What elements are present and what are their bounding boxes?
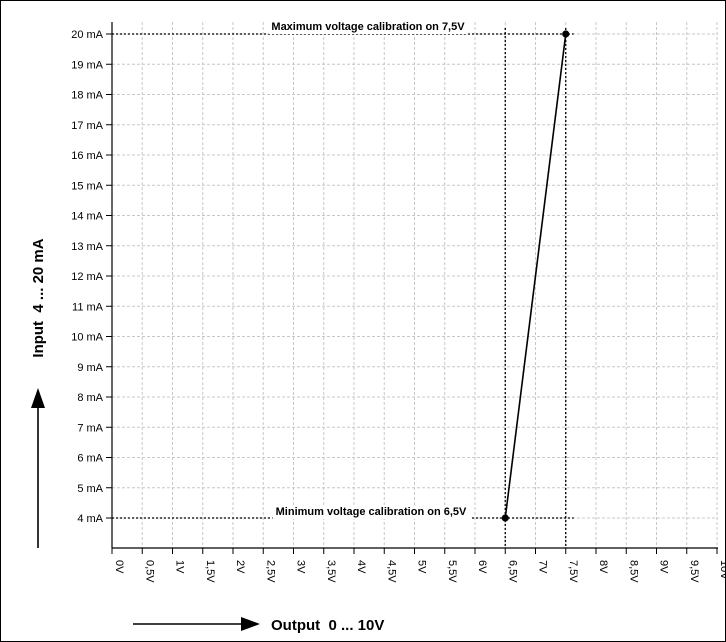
y-tick-label: 5 mA bbox=[77, 483, 103, 495]
y-tick-label: 13 mA bbox=[71, 241, 103, 253]
y-tick-label: 15 mA bbox=[71, 180, 103, 192]
y-tick-label: 16 mA bbox=[71, 150, 103, 162]
x-tick-label: 9,5V bbox=[688, 560, 700, 583]
x-tick-label: 4,5V bbox=[385, 560, 397, 583]
x-tick-label: 8,5V bbox=[627, 560, 639, 583]
y-tick-label: 14 mA bbox=[71, 211, 103, 223]
y-tick-label: 11 mA bbox=[72, 301, 104, 313]
axes bbox=[106, 22, 718, 554]
y-tick-label: 17 mA bbox=[71, 120, 103, 132]
y-tick-label: 4 mA bbox=[77, 513, 103, 525]
y-tick-label: 10 mA bbox=[71, 332, 103, 344]
x-tick-label: 3V bbox=[295, 560, 307, 574]
calibration-point bbox=[562, 30, 570, 38]
x-tick-label: 5V bbox=[416, 560, 428, 574]
x-tick-label: 1,5V bbox=[204, 560, 216, 583]
x-tick-label: 9V bbox=[658, 560, 670, 574]
x-tick-label: 6V bbox=[476, 560, 488, 574]
y-tick-label: 12 mA bbox=[71, 271, 103, 283]
x-tick-label: 8V bbox=[597, 560, 609, 574]
x-tick-label: 7V bbox=[537, 560, 549, 574]
x-tick-label: 2,5V bbox=[264, 560, 276, 583]
y-axis-title: Input 4 ... 20 mA bbox=[30, 238, 47, 357]
x-tick-label: 0,5V bbox=[143, 560, 155, 583]
x-tick-label: 10V bbox=[718, 560, 726, 580]
annotation-background bbox=[272, 505, 471, 519]
y-tick-label: 20 mA bbox=[71, 29, 103, 41]
y-tick-label: 6 mA bbox=[77, 453, 103, 465]
annotation-background bbox=[268, 20, 469, 34]
labels: 4 mA 5 mA 6 mA 7 mA 8 mA 9 mA 10 mA 11 mA 12 mA 1… bbox=[71, 20, 726, 583]
x-tick-label: 6,5V bbox=[506, 560, 518, 583]
y-tick-label: 19 mA bbox=[71, 59, 103, 71]
calibration-line bbox=[504, 33, 567, 519]
calibration-point bbox=[501, 514, 509, 522]
series bbox=[501, 30, 570, 522]
x-tick-label: 5,5V bbox=[446, 560, 458, 583]
x-tick-label: 0V bbox=[113, 560, 125, 574]
x-tick-label: 3,5V bbox=[325, 560, 337, 583]
x-tick-label: 1V bbox=[174, 560, 186, 574]
grid bbox=[112, 22, 718, 548]
x-tick-label: 7,5V bbox=[567, 560, 579, 583]
y-axis-arrow-head bbox=[31, 388, 45, 408]
y-tick-label: 7 mA bbox=[77, 422, 103, 434]
calibration-guides bbox=[112, 28, 574, 548]
x-axis-title: Output 0 ... 10V bbox=[271, 617, 384, 634]
x-tick-label: 4V bbox=[355, 560, 367, 574]
y-tick-label: 9 mA bbox=[77, 362, 103, 374]
min-calibration-label: Minimum voltage calibration on 6,5V bbox=[276, 506, 467, 518]
max-calibration-label: Maximum voltage calibration on 7,5V bbox=[271, 21, 465, 33]
x-tick-label: 2V bbox=[234, 560, 246, 574]
x-axis-arrow-head bbox=[241, 617, 260, 631]
y-tick-label: 8 mA bbox=[77, 392, 103, 404]
y-tick-label: 18 mA bbox=[71, 90, 103, 102]
